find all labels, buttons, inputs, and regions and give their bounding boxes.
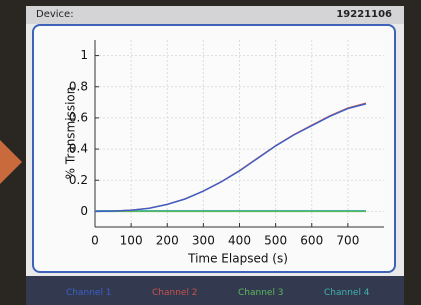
x-tick-label: 700 <box>336 234 359 248</box>
y-tick-label: 0.6 <box>69 110 88 124</box>
y-tick-label: 0.8 <box>69 79 88 93</box>
y-tick-label: 0.2 <box>69 173 88 187</box>
x-axis-title: Time Elapsed (s) <box>187 252 288 266</box>
y-tick-label: 0 <box>80 204 88 218</box>
y-tick-label: 1 <box>80 48 88 62</box>
x-tick-label: 0 <box>91 234 99 248</box>
x-tick-label: 500 <box>264 234 287 248</box>
x-tick-label: 600 <box>300 234 323 248</box>
chart: Time Elapsed (s) % Transmission 0 100 200 3… <box>0 0 421 305</box>
x-tick-label: 100 <box>120 234 143 248</box>
y-tick-label: 0.4 <box>69 142 88 156</box>
x-tick-label: 300 <box>192 234 215 248</box>
page: Device: 19221106 Channel 1Channel 2Chann… <box>0 0 421 305</box>
x-tick-label: 200 <box>156 234 179 248</box>
y-axis-title: % Transmission <box>64 87 78 180</box>
x-tick-label: 400 <box>228 234 251 248</box>
